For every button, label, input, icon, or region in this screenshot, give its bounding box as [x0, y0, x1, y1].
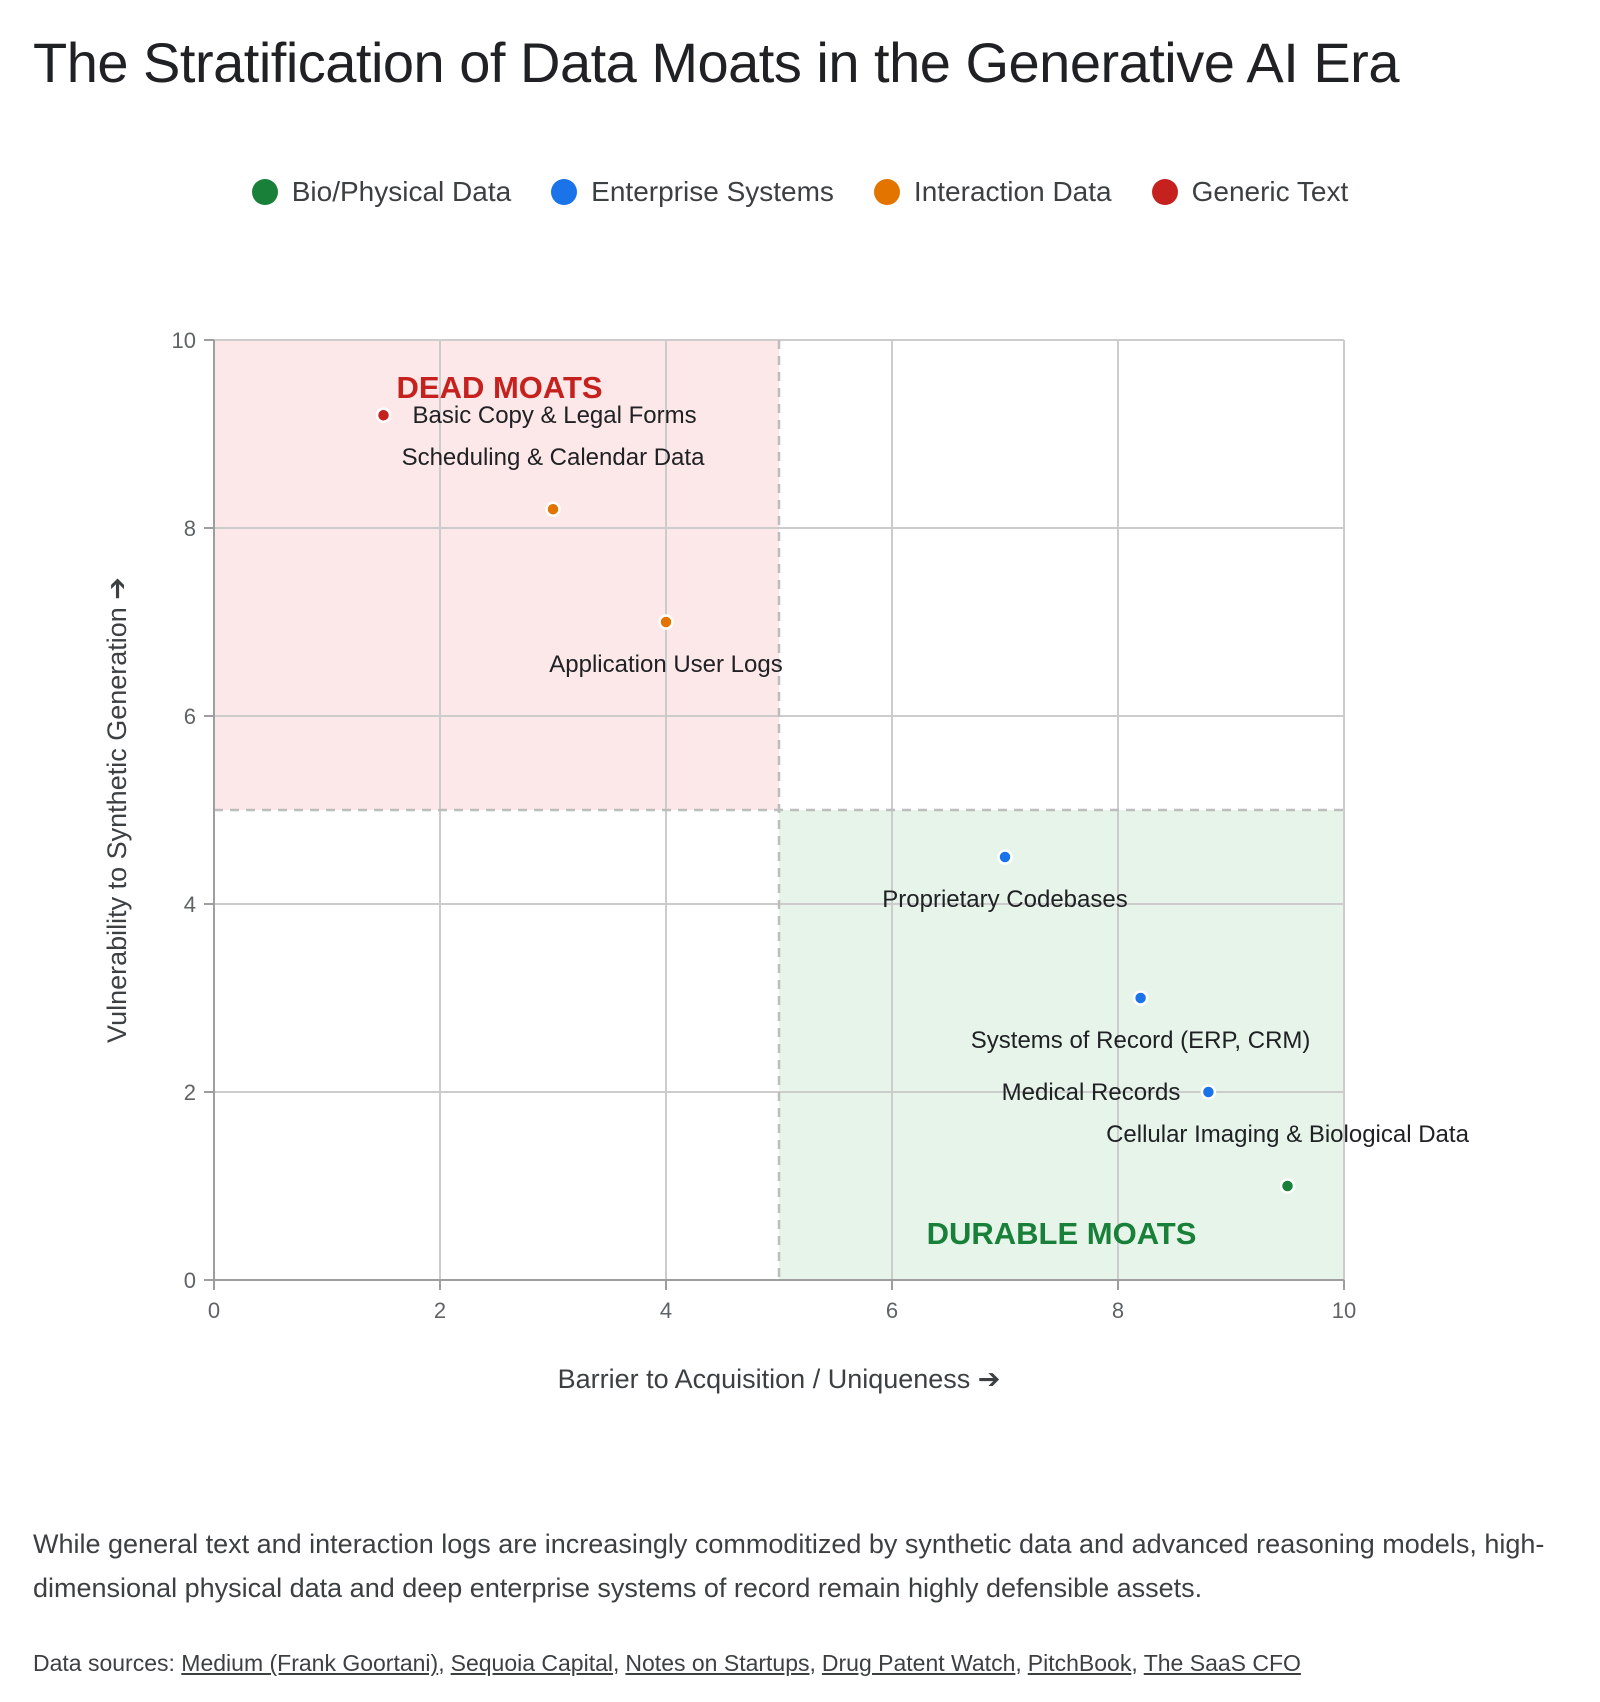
quadrant-region-dead-moats: [214, 340, 779, 810]
chart-caption: While general text and interaction logs …: [33, 1529, 1545, 1603]
source-link-notes-on-startups[interactable]: Notes on Startups: [625, 1650, 810, 1676]
data-label: Cellular Imaging & Biological Data: [1106, 1121, 1470, 1148]
data-point: [1132, 990, 1149, 1006]
chart-title: The Stratification of Data Moats in the …: [33, 31, 1399, 94]
y-tick-label: 10: [172, 328, 196, 353]
data-label: Proprietary Codebases: [882, 886, 1127, 913]
data-label: Application User Logs: [549, 651, 782, 678]
source-link-sequoia[interactable]: Sequoia Capital: [450, 1650, 614, 1676]
legend-item-generic-text[interactable]: Generic Text: [1151, 176, 1349, 208]
x-tick-label: 4: [660, 1298, 672, 1323]
data-point: [658, 614, 674, 630]
legend: Bio/Physical Data Enterprise Systems Int…: [0, 176, 1600, 208]
x-tick-label: 0: [208, 1298, 220, 1323]
y-tick-label: 6: [184, 704, 196, 729]
source-link-pitchbook[interactable]: PitchBook: [1027, 1650, 1132, 1676]
data-point: [1279, 1178, 1296, 1194]
legend-label: Enterprise Systems: [591, 176, 834, 207]
legend-item-bio-physical[interactable]: Bio/Physical Data: [251, 176, 512, 208]
data-point: [1200, 1084, 1217, 1100]
y-tick-label: 2: [184, 1080, 196, 1105]
legend-item-interaction[interactable]: Interaction Data: [873, 176, 1112, 208]
data-label: Medical Records: [1002, 1079, 1181, 1106]
legend-swatch: [873, 179, 900, 205]
y-axis-title: Vulnerability to Synthetic Generation ➔: [102, 577, 132, 1043]
source-link-medium[interactable]: Medium (Frank Goortani): [181, 1650, 439, 1676]
data-label: Systems of Record (ERP, CRM): [971, 1027, 1311, 1054]
y-tick-label: 4: [184, 892, 196, 917]
x-tick-label: 2: [434, 1298, 446, 1323]
legend-swatch: [251, 179, 278, 205]
x-axis-title: Barrier to Acquisition / Uniqueness ➔: [558, 1364, 1001, 1394]
data-point: [997, 849, 1013, 865]
scatter-chart: 0 2 4 6 8 10 0 2 4 6 8 10 Barrier to Acquisition / U…: [102, 328, 1470, 1394]
data-point: [545, 501, 561, 517]
data-point: [375, 407, 392, 423]
legend-label: Generic Text: [1191, 176, 1349, 207]
data-label: Basic Copy & Legal Forms: [413, 402, 697, 429]
x-tick-label: 8: [1112, 1298, 1124, 1323]
data-label: Scheduling & Calendar Data: [402, 444, 706, 471]
y-tick-label: 0: [184, 1268, 196, 1293]
y-tick-label: 8: [184, 516, 196, 541]
legend-label: Bio/Physical Data: [291, 176, 512, 207]
region-label-durable-moats: DURABLE MOATS: [927, 1216, 1197, 1251]
data-sources: Data sources: Medium (Frank Goortani), Se…: [33, 1650, 1301, 1676]
sources-prefix: Data sources:: [33, 1650, 182, 1676]
region-label-dead-moats: DEAD MOATS: [397, 370, 603, 405]
x-tick-label: 6: [886, 1298, 898, 1323]
legend-swatch: [551, 179, 578, 205]
legend-label: Interaction Data: [913, 176, 1112, 207]
legend-swatch: [1151, 179, 1178, 205]
legend-item-enterprise[interactable]: Enterprise Systems: [551, 176, 834, 208]
quadrant-region-durable-moats: [779, 810, 1344, 1280]
source-link-saas-cfo[interactable]: The SaaS CFO: [1143, 1650, 1301, 1676]
x-tick-label: 10: [1332, 1298, 1356, 1323]
source-link-drug-patent-watch[interactable]: Drug Patent Watch: [821, 1650, 1016, 1676]
